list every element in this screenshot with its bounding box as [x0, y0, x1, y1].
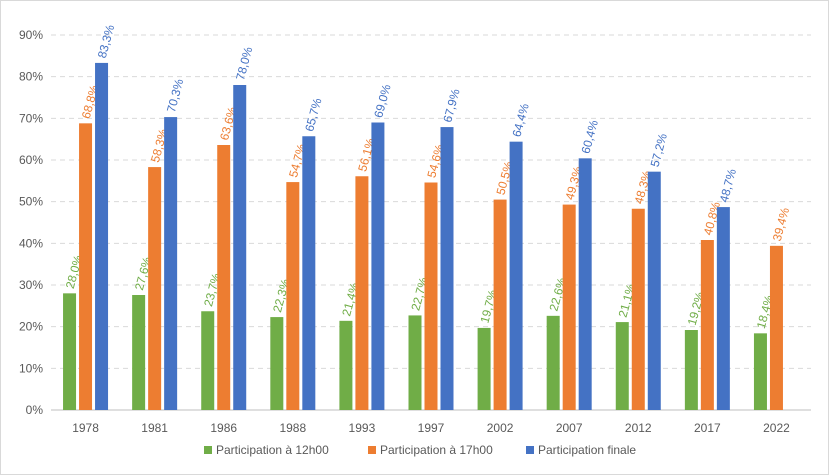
y-tick-label: 50%	[19, 195, 43, 209]
x-tick-label: 1981	[141, 421, 168, 435]
bar	[302, 136, 316, 410]
y-tick-label: 70%	[19, 111, 43, 125]
y-tick-label: 40%	[19, 236, 43, 250]
y-tick-label: 20%	[19, 320, 43, 334]
data-label: 65,7%	[302, 96, 324, 133]
bar	[95, 62, 109, 411]
bar	[339, 320, 353, 410]
bar	[546, 315, 560, 410]
bar	[217, 145, 231, 410]
legend-swatch	[368, 446, 376, 454]
bar	[132, 295, 146, 410]
bar	[424, 182, 438, 410]
bar	[753, 333, 767, 410]
bar	[63, 293, 77, 410]
x-tick-label: 2002	[487, 421, 514, 435]
y-tick-label: 80%	[19, 70, 43, 84]
bar	[440, 127, 454, 410]
bar	[408, 315, 422, 410]
bar	[270, 317, 284, 410]
bar	[201, 311, 215, 410]
bar	[684, 330, 698, 410]
x-tick-label: 1997	[418, 421, 445, 435]
data-label: 69,0%	[371, 82, 393, 119]
data-label: 83,3%	[95, 23, 117, 60]
bar	[355, 176, 369, 410]
x-tick-label: 1993	[349, 421, 376, 435]
x-tick-label: 1988	[279, 421, 306, 435]
legend-swatch	[526, 446, 534, 454]
data-label: 39,4%	[770, 206, 792, 243]
bar	[233, 85, 247, 410]
data-label: 48,7%	[717, 167, 739, 204]
bar	[148, 167, 162, 410]
bar	[769, 245, 783, 410]
y-tick-label: 60%	[19, 153, 43, 167]
legend-swatch	[204, 446, 212, 454]
bar	[164, 117, 178, 410]
bar	[493, 199, 507, 410]
bar	[509, 141, 523, 410]
bar	[615, 322, 629, 410]
bar	[371, 122, 385, 410]
bar	[286, 182, 300, 410]
data-label: 64,4%	[509, 102, 531, 139]
legend-label: Participation à 17h00	[380, 443, 493, 457]
data-label: 57,2%	[648, 132, 670, 169]
bar	[578, 158, 592, 410]
bar	[700, 240, 714, 410]
y-tick-label: 0%	[26, 403, 44, 417]
y-tick-label: 10%	[19, 361, 43, 375]
x-tick-label: 2017	[694, 421, 721, 435]
x-tick-label: 1986	[210, 421, 237, 435]
x-tick-label: 2022	[763, 421, 790, 435]
y-tick-label: 90%	[19, 28, 43, 42]
bar	[477, 327, 491, 410]
bar	[79, 123, 93, 410]
legend-label: Participation à 12h00	[216, 443, 329, 457]
bar	[647, 171, 661, 410]
x-tick-label: 1978	[72, 421, 99, 435]
bar	[631, 208, 645, 410]
data-label: 60,4%	[579, 118, 601, 155]
data-label: 70,3%	[164, 77, 186, 114]
bar	[716, 207, 730, 410]
y-tick-label: 30%	[19, 278, 43, 292]
x-tick-label: 2012	[625, 421, 652, 435]
x-tick-label: 2007	[556, 421, 583, 435]
bar	[562, 204, 576, 410]
legend-label: Participation finale	[538, 443, 636, 457]
